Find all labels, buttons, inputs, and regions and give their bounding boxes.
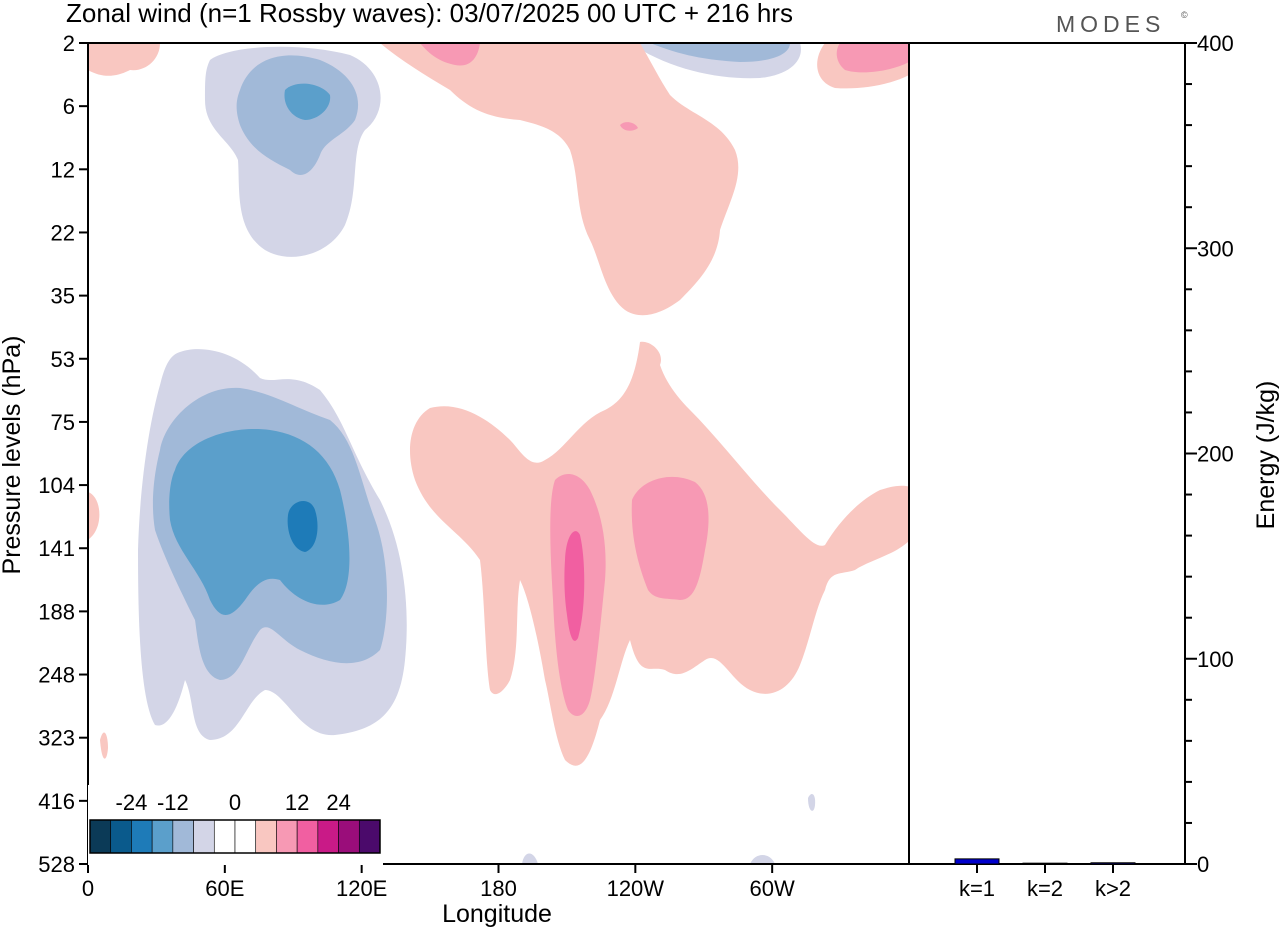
contour-field <box>88 43 909 864</box>
y-tick-label: 2 <box>63 31 75 56</box>
contour-pos-light-spot1 <box>100 732 108 759</box>
x-tick-label: 120E <box>336 876 387 901</box>
y-tick-label: 528 <box>38 852 75 877</box>
energy-category-label: k=2 <box>1027 876 1063 901</box>
contour-pos-light-strat <box>380 43 739 316</box>
x-axis-title: Longitude <box>442 900 552 928</box>
energy-tick-label: 200 <box>1197 442 1234 467</box>
colorbar-label: 12 <box>285 790 309 815</box>
energy-axis-title: Energy (J/kg) <box>1252 381 1280 530</box>
colorbar-swatch <box>358 819 381 854</box>
colorbar-swatch <box>131 819 153 854</box>
colorbar-swatch <box>276 819 298 854</box>
colorbar-swatch <box>110 819 132 854</box>
colorbar-swatch <box>193 819 215 854</box>
contour-neg-mid-top <box>650 43 790 62</box>
contour-pos-light-left <box>88 492 100 540</box>
y-tick-label: 22 <box>51 220 75 245</box>
y-tick-label: 6 <box>63 94 75 119</box>
x-tick-label: 60W <box>750 876 795 901</box>
x-tick-label: 60E <box>205 876 244 901</box>
x-tick-label: 180 <box>480 876 517 901</box>
energy-tick-label: 0 <box>1197 852 1209 877</box>
modes-logo: MODES © <box>1056 10 1188 37</box>
contour-neg-core <box>287 500 318 552</box>
y-tick-label: 323 <box>38 726 75 751</box>
colorbar-frame <box>89 819 381 854</box>
contour-pos-mid-trop-east <box>631 476 709 600</box>
y-tick-label: 12 <box>51 157 75 182</box>
contour-pos-core <box>564 531 585 641</box>
colorbar-swatch <box>89 819 112 854</box>
colorbar-swatch <box>151 819 174 854</box>
contour-pos-mid-strat-left <box>420 43 480 66</box>
y-tick-label: 53 <box>51 347 75 372</box>
colorbar: -24 -12 0 12 24 <box>88 785 383 865</box>
y-tick-label: 104 <box>38 473 75 498</box>
y-tick-label: 188 <box>38 599 75 624</box>
energy-bar <box>954 858 1000 865</box>
contour-pos-mid-spot <box>620 122 638 131</box>
colorbar-swatch <box>338 819 360 854</box>
colorbar-label: 24 <box>326 790 350 815</box>
x-tick-label: 0 <box>82 876 94 901</box>
y-tick-label: 141 <box>38 536 75 561</box>
colorbar-swatch <box>317 819 339 854</box>
pressure-axis: 2 6 12 22 35 53 75 104 141 188 248 323 416 528 <box>38 31 88 877</box>
colorbar-label: -12 <box>157 790 189 815</box>
colorbar-label: -24 <box>116 790 148 815</box>
colorbar-swatch <box>255 819 277 854</box>
colorbar-swatch <box>296 819 319 854</box>
colorbar-swatch <box>172 819 194 854</box>
contour-neg-light-spot3 <box>750 855 775 864</box>
contour-neg-light-spot2 <box>522 853 538 864</box>
logo-mark: © <box>1181 10 1188 20</box>
energy-bar <box>1090 862 1136 865</box>
contour-pos-light-topleft <box>88 43 160 76</box>
y-tick-label: 248 <box>38 663 75 688</box>
contour-pos-mid-strat-right <box>836 43 909 73</box>
energy-axis: 0 100 200 300 400 <box>1185 31 1234 877</box>
x-tick-label: 120W <box>607 876 665 901</box>
colorbar-swatch <box>234 819 257 854</box>
y-tick-label: 416 <box>38 789 75 814</box>
energy-bars: k=1 k=2 k>2 <box>954 858 1136 901</box>
contour-neg-light-spot1 <box>808 794 816 811</box>
longitude-axis: 0 60E 120E 180 120W 60W <box>82 864 795 901</box>
contour-neg-strong-trop <box>169 429 350 615</box>
colorbar-label: 0 <box>229 790 241 815</box>
y-tick-label: 75 <box>51 410 75 435</box>
colorbar-swatch <box>213 819 236 854</box>
y-tick-label: 35 <box>51 284 75 309</box>
y-axis-title: Pressure levels (hPa) <box>0 336 26 575</box>
energy-category-label: k=1 <box>959 876 995 901</box>
energy-tick-label: 300 <box>1197 236 1234 261</box>
energy-tick-label: 400 <box>1197 31 1234 56</box>
energy-category-label: k>2 <box>1095 876 1131 901</box>
chart-title: Zonal wind (n=1 Rossby waves): 03/07/202… <box>66 0 793 28</box>
energy-tick-label: 100 <box>1197 647 1234 672</box>
logo-text: MODES <box>1056 11 1165 37</box>
contour-neg-strong-strat <box>284 83 331 120</box>
